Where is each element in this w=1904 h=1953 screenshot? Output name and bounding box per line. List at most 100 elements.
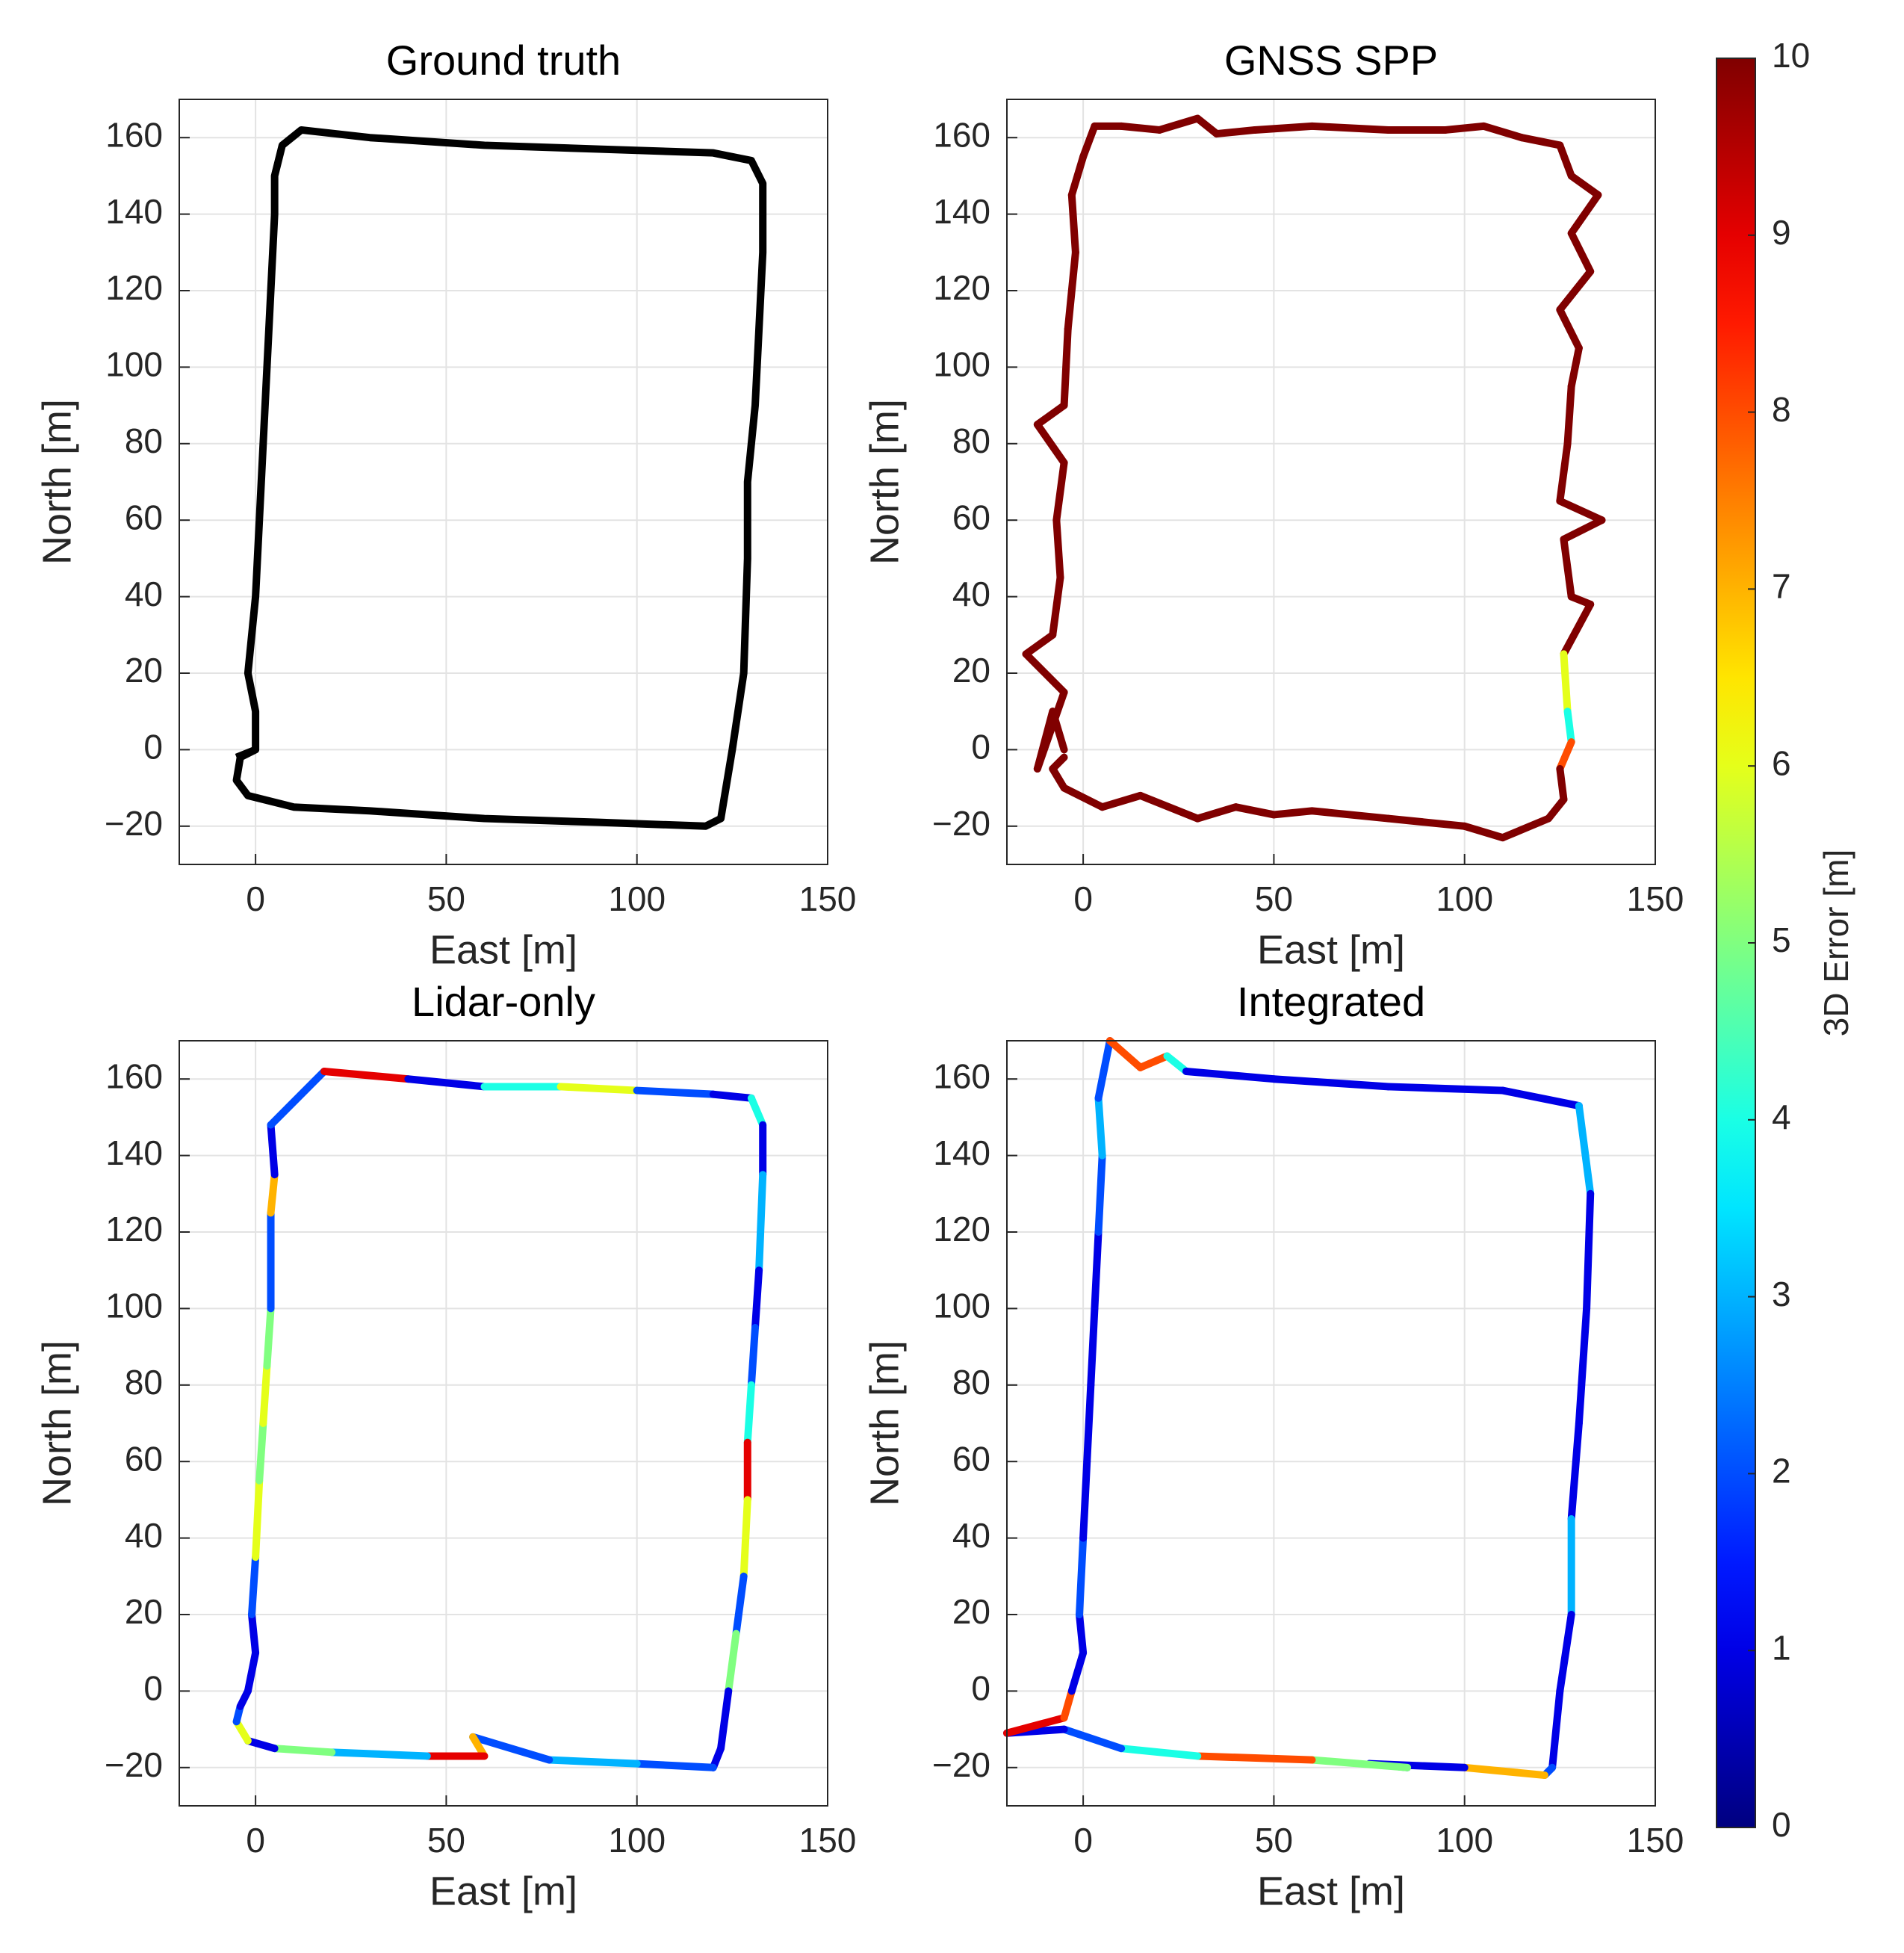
trajectory-segment (1567, 344, 1583, 390)
y-tick-label: 40 (952, 1516, 990, 1555)
trajectory-segment (751, 1266, 763, 1331)
axes-frame (179, 1040, 828, 1807)
trajectory-segment (1194, 803, 1240, 823)
trajectory-segment (1060, 784, 1106, 811)
y-axis-label: North [m] (862, 1340, 907, 1506)
trajectory-segment (1087, 1304, 1099, 1389)
colorbar-tick-label: 0 (1772, 1805, 1791, 1844)
trajectory-segment (1136, 791, 1202, 823)
x-tick-label: 150 (799, 1821, 857, 1860)
trajectory-segment (1498, 1086, 1583, 1110)
axes-frame (1006, 99, 1656, 865)
x-tick-label: 0 (1073, 1821, 1093, 1860)
trajectory-segment (248, 1553, 260, 1618)
trajectory-segment (1583, 1189, 1595, 1313)
y-tick-label: 40 (125, 575, 163, 613)
trajectory-segment (1106, 1037, 1144, 1071)
trajectory-segment (248, 1611, 260, 1657)
trajectory-segment (1548, 1687, 1564, 1771)
x-axis-label: East [m] (1257, 927, 1405, 972)
y-tick-label: −20 (105, 1745, 163, 1784)
y-tick-label: 0 (971, 728, 990, 767)
trajectory-segment (747, 1094, 767, 1129)
y-tick-label: −20 (932, 1745, 990, 1784)
trajectory-segment (1156, 114, 1202, 134)
y-tick-label: 120 (105, 1210, 163, 1248)
y-tick-label: 0 (143, 1669, 163, 1708)
trajectory-segment (1033, 421, 1068, 467)
y-tick-label: 80 (952, 421, 990, 460)
trajectory-segment (1567, 229, 1595, 276)
y-tick-label: 140 (933, 1133, 990, 1172)
trajectory-segment (1556, 439, 1572, 505)
trajectory-segment (1563, 383, 1575, 448)
trajectory-segment (1136, 1052, 1171, 1071)
y-tick-label: 120 (105, 268, 163, 307)
trajectory-segment (1117, 1745, 1202, 1760)
trajectory-segment (1076, 1534, 1088, 1618)
colorbar-tick-label: 2 (1772, 1452, 1791, 1491)
trajectory-segment (1460, 822, 1507, 842)
x-tick-label: 0 (246, 879, 265, 918)
trajectory-segment (1060, 1687, 1076, 1722)
trajectory-segment (1049, 574, 1064, 639)
y-tick-label: 160 (105, 1056, 163, 1095)
y-tick-label: 0 (143, 728, 163, 767)
trajectory-segment (717, 1687, 733, 1753)
trajectory-segment (1094, 1094, 1106, 1160)
y-tick-label: −20 (105, 804, 163, 843)
x-tick-label: 0 (1073, 879, 1093, 918)
y-axis-label: North [m] (862, 399, 907, 565)
x-tick-label: 100 (1436, 879, 1493, 918)
trajectory-segment (1076, 1611, 1088, 1657)
trajectory-segment (255, 1420, 267, 1485)
trajectory-segment (404, 1075, 489, 1091)
colorbar-tick-label: 6 (1772, 743, 1791, 782)
trajectory-segment (1556, 306, 1583, 352)
trajectory-segment (1033, 688, 1068, 773)
trajectory-segment (1560, 600, 1595, 658)
trajectory-segment (1560, 535, 1575, 601)
x-tick-label: 100 (1436, 1821, 1493, 1860)
y-tick-label: 100 (933, 1287, 990, 1325)
x-tick-label: 50 (427, 1821, 465, 1860)
trajectory-segment (633, 1759, 717, 1771)
trajectory-segment (725, 1629, 740, 1695)
colorbar-tick-label: 1 (1772, 1628, 1791, 1667)
trajectory-segment (1194, 1752, 1316, 1764)
y-tick-label: 100 (105, 1287, 163, 1325)
trajectory-segment (1067, 191, 1079, 256)
y-tick-label: 120 (933, 268, 990, 307)
y-tick-label: 100 (105, 345, 163, 384)
trajectory-segment (1556, 141, 1575, 180)
y-tick-label: 100 (933, 345, 990, 384)
trajectory-segment (1556, 267, 1595, 314)
trajectory-segment (1083, 1381, 1095, 1466)
trajectory-segment (739, 1496, 751, 1580)
trajectory-segment (633, 1086, 717, 1098)
y-tick-label: 140 (105, 192, 163, 231)
trajectory-segment (469, 1733, 553, 1764)
colorbar-label: 3D Error [m] (1817, 849, 1855, 1036)
trajectory-segment (1060, 325, 1072, 409)
chart-title: GNSS SPP (1224, 37, 1438, 84)
trajectory-segment (1067, 152, 1088, 199)
trajectory-segment (1556, 765, 1568, 803)
trajectory-segment (1575, 1102, 1595, 1198)
trajectory-segment (320, 1067, 412, 1083)
trajectory-segment (1194, 114, 1221, 138)
trajectory-segment (1117, 122, 1164, 134)
trajectory-segment (1079, 122, 1099, 161)
trajectory-segment (747, 1324, 759, 1389)
trajectory-segment (1212, 126, 1259, 138)
plot-area (179, 99, 828, 864)
colorbar-tick-label: 8 (1772, 390, 1791, 429)
trajectory-segment (1270, 807, 1316, 819)
y-tick-label: 20 (125, 651, 163, 690)
y-tick-label: 140 (933, 192, 990, 231)
y-tick-label: 80 (952, 1363, 990, 1402)
chart-title: Ground truth (386, 37, 621, 84)
trajectory-segment (1064, 248, 1079, 333)
y-tick-label: 60 (125, 1439, 163, 1478)
trajectory-segment (1232, 803, 1278, 819)
